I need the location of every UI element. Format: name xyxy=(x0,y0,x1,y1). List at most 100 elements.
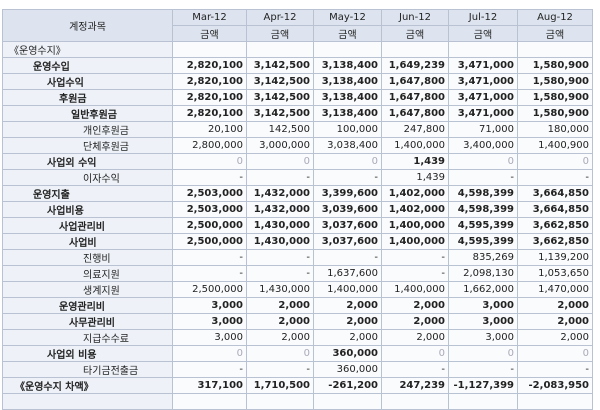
value-cell: 3,400,000 xyxy=(448,137,518,154)
value-cell: 1,430,000 xyxy=(246,281,314,298)
header-cell: Jul-12 xyxy=(448,9,518,26)
row-label: 의료지원 xyxy=(2,265,173,282)
value-cell: - xyxy=(517,361,593,378)
table-row: 후원금 2,820,100 3,142,500 3,138,400 1,647,800 3… xyxy=(2,89,593,106)
value-cell: 1,053,650 xyxy=(517,265,593,282)
header-cell: May-12 xyxy=(313,9,382,26)
value-cell: - xyxy=(381,265,449,282)
row-label: 일반후원금 xyxy=(2,105,173,122)
value-cell: 2,820,100 xyxy=(172,73,247,90)
table-row: 사업관리비 2,500,000 1,430,000 3,037,600 1,400,00… xyxy=(2,217,593,234)
value-cell: 3,471,000 xyxy=(448,89,518,106)
row-label: 운영수입 xyxy=(2,57,173,74)
value-cell: 2,000 xyxy=(246,297,314,314)
value-cell: 360,000 xyxy=(313,345,382,362)
value-cell: 2,000 xyxy=(381,297,449,314)
value-cell: 4,595,399 xyxy=(448,217,518,234)
value-cell: 0 xyxy=(517,345,593,362)
value-cell: - xyxy=(448,361,518,378)
table-body: 《운영수지》 운영수입 2,820,100 3,142,500 3,138,400 1,6… xyxy=(2,41,593,410)
row-label: 사업외 수익 xyxy=(2,153,173,170)
table-row: 진행비 - - - -835,269 1,139,200 xyxy=(2,249,593,266)
header-cell: Aug-12 xyxy=(517,9,593,26)
value-cell: 2,820,100 xyxy=(172,105,247,122)
value-cell: 4,598,399 xyxy=(448,201,518,218)
value-cell: 0 xyxy=(246,345,314,362)
value-cell: - xyxy=(172,169,247,186)
value-cell: 3,471,000 xyxy=(448,105,518,122)
value-cell: 3,000 xyxy=(172,313,247,330)
value-cell: 1,400,000 xyxy=(381,217,449,234)
value-cell: - xyxy=(517,169,593,186)
value-cell: - xyxy=(381,249,449,266)
subheader-cell: 금액 xyxy=(313,25,382,42)
row-label: 생계지원 xyxy=(2,281,173,298)
value-cell: - xyxy=(172,249,247,266)
value-cell: 3,000,000 xyxy=(246,137,314,154)
value-cell: 1,400,000 xyxy=(381,137,449,154)
value-cell xyxy=(381,41,449,58)
value-cell: 1,580,900 xyxy=(517,73,593,90)
value-cell: 2,000 xyxy=(246,313,314,330)
row-label: 《운영수지 차액》 xyxy=(2,377,173,394)
value-cell: 1,649,239 xyxy=(381,57,449,74)
value-cell: - xyxy=(313,169,382,186)
report-table: 계정과목 Mar-12 Apr-12 May-12 Jun-12 Jul-12 Aug-12… xyxy=(2,9,593,410)
header-cell: Apr-12 xyxy=(246,9,314,26)
value-cell: 1,432,000 xyxy=(246,201,314,218)
value-cell: 3,000 xyxy=(448,329,518,346)
value-cell: - xyxy=(246,265,314,282)
value-cell: - xyxy=(172,361,247,378)
value-cell: 247,239 xyxy=(381,377,449,394)
value-cell: - xyxy=(313,249,382,266)
value-cell: - xyxy=(246,361,314,378)
value-cell xyxy=(448,41,518,58)
table-row xyxy=(2,393,593,410)
value-cell: 180,000 xyxy=(517,121,593,138)
value-cell: 1,430,000 xyxy=(246,217,314,234)
value-cell: 2,000 xyxy=(381,329,449,346)
value-cell: 1,637,600 xyxy=(313,265,382,282)
value-cell: 0 xyxy=(172,153,247,170)
table-row: 사업외 수익 0 0 0 1,439 0 0 xyxy=(2,153,593,170)
value-cell: 360,000 xyxy=(313,361,382,378)
value-cell: 1,402,000 xyxy=(381,185,449,202)
table-row: 개인후원금 20,100 142,500 100,000 247,800 71,000 18… xyxy=(2,121,593,138)
value-cell: - xyxy=(381,361,449,378)
value-cell: 3,138,400 xyxy=(313,57,382,74)
value-cell: 3,664,850 xyxy=(517,201,593,218)
empty-cell xyxy=(2,393,173,410)
value-cell: 2,000 xyxy=(313,297,382,314)
value-cell: 2,800,000 xyxy=(172,137,247,154)
value-cell: 3,138,400 xyxy=(313,73,382,90)
value-cell: 142,500 xyxy=(246,121,314,138)
value-cell: 1,400,000 xyxy=(313,281,382,298)
table-row: 사업비 2,500,000 1,430,000 3,037,600 1,400,000 4… xyxy=(2,233,593,250)
table-row: 사업비용 2,503,000 1,432,000 3,039,600 1,402,000… xyxy=(2,201,593,218)
value-cell: 0 xyxy=(517,153,593,170)
value-cell: 2,000 xyxy=(517,313,593,330)
value-cell: 1,400,900 xyxy=(517,137,593,154)
value-cell: 3,662,850 xyxy=(517,217,593,234)
table-row: 운영지출 2,503,000 1,432,000 3,399,600 1,402,000… xyxy=(2,185,593,202)
value-cell: 835,269 xyxy=(448,249,518,266)
table-row: 이자수익 - - -1,439- - xyxy=(2,169,593,186)
value-cell: 3,000 xyxy=(172,329,247,346)
value-cell: 0 xyxy=(448,153,518,170)
value-cell: -261,200 xyxy=(313,377,382,394)
value-cell: 1,400,000 xyxy=(381,233,449,250)
value-cell: - xyxy=(246,249,314,266)
table-row: 운영관리비 3,000 2,000 2,000 2,000 3,000 2,000 xyxy=(2,297,593,314)
value-cell: 4,598,399 xyxy=(448,185,518,202)
row-label: 타기금전출금 xyxy=(2,361,173,378)
value-cell: 1,580,900 xyxy=(517,89,593,106)
row-label: 사업관리비 xyxy=(2,217,173,234)
row-label: 사업수익 xyxy=(2,73,173,90)
subheader-cell: 금액 xyxy=(517,25,593,42)
value-cell: 3,000 xyxy=(448,313,518,330)
value-cell: 3,138,400 xyxy=(313,105,382,122)
value-cell: 2,500,000 xyxy=(172,217,247,234)
table-row: 지급수수료 3,000 2,000 2,000 2,000 3,000 2,000 xyxy=(2,329,593,346)
value-cell: -1,127,399 xyxy=(448,377,518,394)
value-cell: - xyxy=(448,169,518,186)
